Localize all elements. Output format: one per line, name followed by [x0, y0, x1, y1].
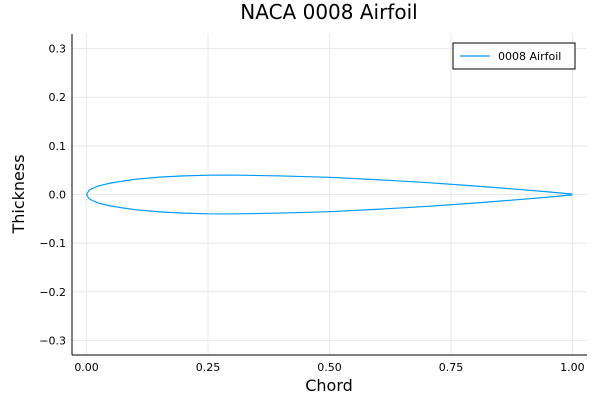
- series-layer: [85, 174, 573, 215]
- x-tick-label: 0.25: [196, 361, 221, 374]
- x-tick-label: 0.00: [74, 361, 99, 374]
- y-tick-label: −0.3: [39, 334, 66, 347]
- series-line: [85, 174, 573, 215]
- chart-title: NACA 0008 Airfoil: [240, 0, 417, 24]
- x-axis-label: Chord: [305, 376, 353, 395]
- y-tick-label: 0.1: [49, 140, 67, 153]
- x-tick-label: 1.00: [560, 361, 585, 374]
- y-tick-label: 0.0: [49, 189, 67, 202]
- y-tick-label: 0.3: [49, 43, 67, 56]
- y-axis-label: Thickness: [9, 154, 28, 234]
- x-tick-labels: 0.00 0.25 0.50 0.75 1.00: [74, 361, 584, 374]
- y-tick-label: −0.1: [39, 237, 66, 250]
- y-tick-label: 0.2: [49, 91, 67, 104]
- legend-label: 0008 Airfoil: [498, 50, 561, 63]
- legend: 0008 Airfoil: [452, 42, 576, 70]
- x-tick-label: 0.50: [317, 361, 342, 374]
- y-tick-label: −0.2: [39, 286, 66, 299]
- x-tick-label: 0.75: [439, 361, 464, 374]
- y-tick-labels: −0.3 −0.2 −0.1 0.0 0.1 0.2 0.3: [39, 43, 66, 348]
